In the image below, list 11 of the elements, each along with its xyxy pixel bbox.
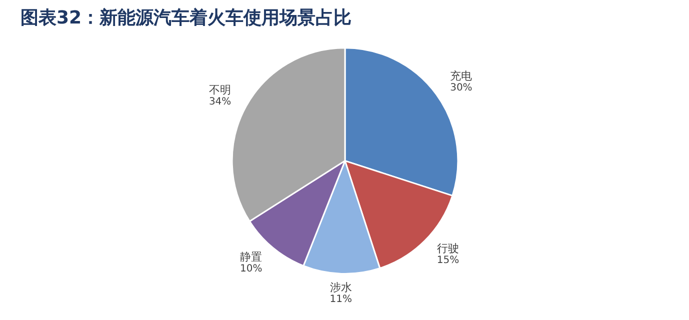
data-label: 15%	[436, 254, 460, 266]
data-label: 30%	[450, 82, 472, 94]
slice-label: 不明	[209, 84, 232, 97]
data-label: 10%	[240, 263, 262, 274]
slice-label: 静置	[240, 250, 262, 264]
chart-title: 图表32：新能源汽车着火车使用场景占比	[20, 8, 352, 28]
slice-label: 涉水	[330, 280, 352, 294]
data-label: 34%	[208, 96, 232, 108]
data-label: 11%	[330, 294, 352, 305]
slice-label: 充电	[450, 70, 472, 83]
slice-label: 行驶	[436, 242, 459, 255]
